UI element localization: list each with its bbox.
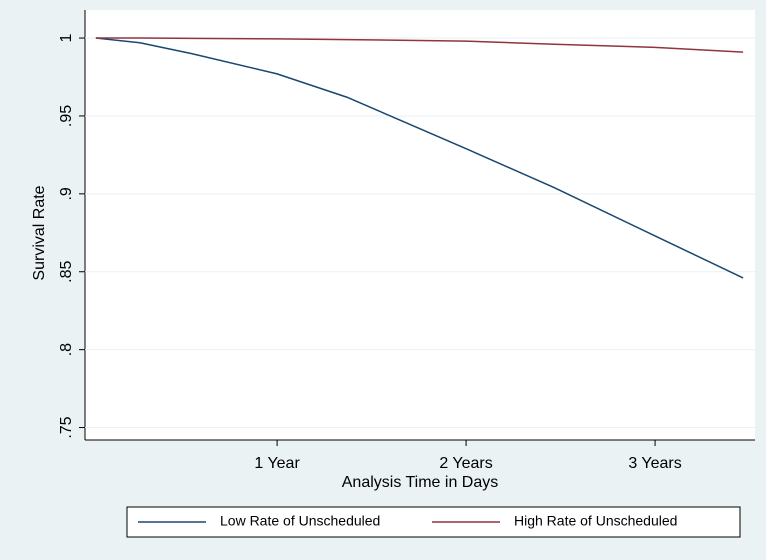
- y-tick-label: .85: [58, 261, 75, 283]
- x-tick-label: 3 Years: [628, 455, 681, 472]
- y-tick-label: .95: [58, 105, 75, 127]
- y-tick-label: .75: [58, 416, 75, 438]
- y-axis-title: Survival Rate: [31, 185, 48, 280]
- x-tick-label: 2 Years: [439, 455, 492, 472]
- legend-label: Low Rate of Unscheduled: [220, 513, 380, 529]
- x-tick-label: 1 Year: [254, 455, 300, 472]
- y-tick-label: .9: [58, 187, 75, 200]
- x-axis-title: Analysis Time in Days: [342, 474, 499, 491]
- plot-area: [85, 10, 755, 440]
- line-series: [95, 37, 744, 53]
- y-tick-label: .8: [58, 343, 75, 356]
- legend-label: High Rate of Unscheduled: [514, 513, 677, 529]
- y-tick-label: 1: [58, 33, 75, 42]
- line-series: [95, 37, 744, 279]
